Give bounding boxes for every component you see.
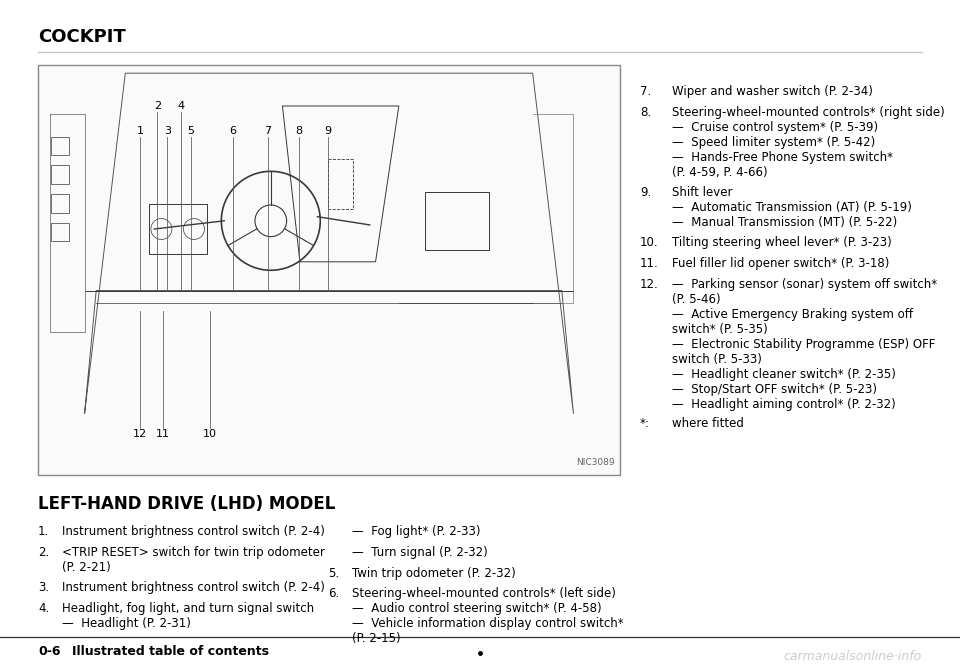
Text: Twin trip odometer (P. 2-32): Twin trip odometer (P. 2-32) bbox=[352, 566, 516, 580]
Bar bbox=[38, 65, 620, 475]
Text: NIC3089: NIC3089 bbox=[576, 458, 615, 467]
Bar bbox=[149, 204, 206, 253]
Text: Fuel filler lid opener switch* (P. 3-18): Fuel filler lid opener switch* (P. 3-18) bbox=[672, 257, 889, 270]
Text: Steering-wheel-mounted controls* (left side)
—  Audio control steering switch* (: Steering-wheel-mounted controls* (left s… bbox=[352, 588, 624, 646]
Bar bbox=[425, 192, 489, 249]
Bar bbox=[52, 223, 69, 241]
Text: —  Fog light* (P. 2-33): — Fog light* (P. 2-33) bbox=[352, 525, 481, 538]
Text: 7: 7 bbox=[264, 125, 272, 135]
Text: 4: 4 bbox=[177, 101, 184, 111]
Text: 2: 2 bbox=[154, 101, 161, 111]
Bar bbox=[52, 194, 69, 213]
Text: 1.: 1. bbox=[38, 525, 49, 538]
Text: 11: 11 bbox=[156, 429, 170, 439]
Text: 10.: 10. bbox=[640, 236, 659, 249]
Text: 3.: 3. bbox=[38, 582, 49, 594]
Text: 5: 5 bbox=[187, 125, 195, 135]
Text: 8.: 8. bbox=[640, 106, 651, 119]
Text: carmanualsonline·info: carmanualsonline·info bbox=[783, 650, 922, 663]
Text: Illustrated table of contents: Illustrated table of contents bbox=[72, 645, 269, 658]
Bar bbox=[52, 165, 69, 184]
Text: 4.: 4. bbox=[38, 602, 49, 615]
Text: 0-6: 0-6 bbox=[38, 645, 60, 658]
Text: 7.: 7. bbox=[640, 85, 651, 98]
Text: Instrument brightness control switch (P. 2-4): Instrument brightness control switch (P.… bbox=[62, 582, 324, 594]
Text: Shift lever
—  Automatic Transmission (AT) (P. 5-19)
—  Manual Transmission (MT): Shift lever — Automatic Transmission (AT… bbox=[672, 186, 912, 229]
Text: Wiper and washer switch (P. 2-34): Wiper and washer switch (P. 2-34) bbox=[672, 85, 873, 98]
Text: 5.: 5. bbox=[328, 566, 339, 580]
Text: Instrument brightness control switch (P. 2-4): Instrument brightness control switch (P.… bbox=[62, 525, 324, 538]
Text: Tilting steering wheel lever* (P. 3-23): Tilting steering wheel lever* (P. 3-23) bbox=[672, 236, 892, 249]
Text: where fitted: where fitted bbox=[672, 417, 744, 430]
Text: 6: 6 bbox=[229, 125, 236, 135]
Text: 11.: 11. bbox=[640, 257, 659, 270]
Text: Headlight, fog light, and turn signal switch
—  Headlight (P. 2-31): Headlight, fog light, and turn signal sw… bbox=[62, 602, 314, 630]
Text: LEFT-HAND DRIVE (LHD) MODEL: LEFT-HAND DRIVE (LHD) MODEL bbox=[38, 495, 335, 513]
Bar bbox=[327, 159, 353, 209]
Text: —  Parking sensor (sonar) system off switch*
(P. 5-46)
—  Active Emergency Braki: — Parking sensor (sonar) system off swit… bbox=[672, 277, 937, 411]
Text: 9: 9 bbox=[324, 125, 331, 135]
Text: Steering-wheel-mounted controls* (right side)
—  Cruise control system* (P. 5-39: Steering-wheel-mounted controls* (right … bbox=[672, 106, 945, 179]
Text: 9.: 9. bbox=[640, 186, 651, 199]
Text: 2.: 2. bbox=[38, 546, 49, 559]
Text: 6.: 6. bbox=[328, 588, 339, 600]
Text: COCKPIT: COCKPIT bbox=[38, 28, 126, 46]
Text: 12.: 12. bbox=[640, 277, 659, 291]
Text: —  Turn signal (P. 2-32): — Turn signal (P. 2-32) bbox=[352, 546, 488, 559]
Bar bbox=[52, 137, 69, 155]
Text: 3: 3 bbox=[164, 125, 171, 135]
Text: 10: 10 bbox=[203, 429, 217, 439]
Text: 8: 8 bbox=[295, 125, 302, 135]
Text: 1: 1 bbox=[136, 125, 143, 135]
Text: 12: 12 bbox=[132, 429, 147, 439]
Text: <TRIP RESET> switch for twin trip odometer
(P. 2-21): <TRIP RESET> switch for twin trip odomet… bbox=[62, 546, 324, 574]
Text: *:: *: bbox=[640, 417, 650, 430]
